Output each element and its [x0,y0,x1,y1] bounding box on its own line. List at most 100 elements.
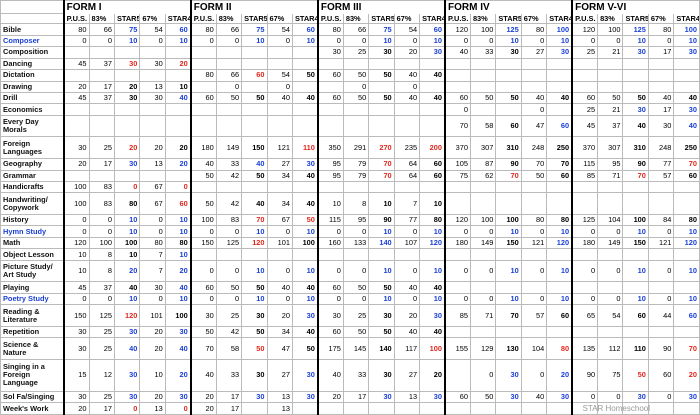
subject: Economics [0,103,65,116]
column-header: P.U.S. [571,13,599,25]
cell: 90 [368,214,395,227]
cell: 50 [622,91,649,105]
cell: 75 [241,23,268,36]
cell: 0 [597,292,624,306]
cell: 0 [113,180,141,194]
column-header: 67% [266,13,293,25]
cell: 10 [673,259,700,283]
cell: 17 [647,103,675,116]
cell [266,57,293,71]
cell: 50 [291,214,319,227]
cell: 7 [139,248,166,261]
cell [443,180,471,194]
cell: 0 [393,292,421,306]
cell: 60 [546,114,573,138]
cell [647,248,675,261]
cell: 307 [597,136,624,160]
cell: 34 [266,192,293,216]
cell: 100 [546,23,573,36]
column-header: STAR4 [164,13,192,25]
cell [291,46,319,59]
cell: 40 [443,46,471,59]
cell [469,192,497,216]
cell: 30 [241,390,268,404]
cell [368,180,395,194]
cell: 10 [291,225,319,238]
cell: 0 [189,225,217,238]
cell: 60 [673,169,700,183]
cell [546,57,573,71]
subject: Poetry Study [0,292,65,306]
subject: Dictation [0,69,65,82]
cell: 12 [88,358,115,392]
cell: 45 [62,281,90,294]
cell [62,103,90,116]
cell: 10 [673,225,700,238]
cell: 30 [546,46,573,59]
subject: Repetition [0,325,65,339]
cell: 0 [469,34,497,48]
cell: 30 [316,46,344,59]
cell [419,114,446,138]
cell [393,103,421,116]
cell [368,114,395,138]
cell: 60 [164,23,192,36]
form-header: FORM IV [444,0,573,14]
cell: 121 [647,236,675,250]
cell: 20 [164,57,192,71]
cell [571,325,599,339]
column-header: STAR4 [419,13,446,25]
cell [622,325,649,339]
form-header: FORM II [189,0,319,14]
cell: 20 [164,259,192,283]
cell: 10 [622,34,649,48]
cell [393,114,421,138]
cell: 30 [419,304,446,327]
cell [88,46,115,59]
cell: 17 [88,80,115,94]
cell: 75 [443,169,471,183]
cell: 30 [189,304,217,327]
cell: 180 [443,236,471,250]
cell: 40 [291,281,319,294]
cell [316,80,344,94]
cell: 10 [113,292,141,306]
cell: 100 [469,23,497,36]
cell: 0 [139,214,166,227]
cell: 104 [520,337,548,360]
cell: 40 [393,91,421,105]
cell: 40 [291,169,319,183]
cell: 125 [215,236,243,250]
cell: 40 [393,281,421,294]
cell: 307 [469,136,497,160]
subject: Handicrafts [0,180,65,194]
cell [266,114,293,138]
column-header: STAR4 [291,13,319,25]
cell: 50 [241,325,268,339]
cell: 120 [419,236,446,250]
cell [622,281,649,294]
cell [393,402,421,415]
cell: 20 [139,136,166,160]
cell: 80 [316,23,344,36]
cell: 10 [368,292,395,306]
cell: 120 [443,214,471,227]
cell: 0 [647,292,675,306]
cell: 27 [393,358,421,392]
cell [673,180,700,194]
cell: 30 [673,390,700,404]
cell: 80 [546,214,573,227]
subject-row: Geography 20 17 30 13 20 40 33 40 27 30 95 79 70 64 60 1… [0,158,700,171]
cell: 10 [113,34,141,48]
corner [0,13,65,25]
cell: 77 [393,214,421,227]
cell: 13 [266,390,293,404]
cell [62,69,90,82]
subject: Foreign Languages [0,136,65,160]
cell: 15 [62,358,90,392]
cell: 10 [241,34,268,48]
column-header: STAR5 [368,13,395,25]
cell: 149 [215,136,243,160]
column-header: 83% [597,13,624,25]
cell: 30 [291,358,319,392]
